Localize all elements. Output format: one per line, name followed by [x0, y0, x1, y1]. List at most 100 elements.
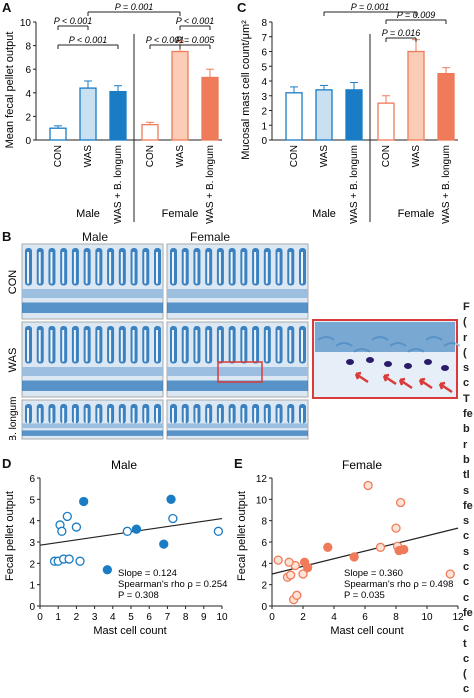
crypt-lumen [230, 408, 233, 425]
x-tick-label: 8 [183, 612, 189, 623]
crypt-lumen [289, 330, 292, 362]
muscularis-layer [22, 367, 163, 376]
mast-cell-arrow [438, 381, 453, 394]
crypt-lumen [50, 252, 53, 284]
y-tick-label: 10 [256, 495, 268, 506]
data-point-open [445, 569, 455, 579]
crypt-lumen [265, 408, 268, 425]
group-label: WAS + B. longum [441, 145, 452, 224]
bar [141, 124, 159, 141]
muscularis-layer [167, 423, 308, 429]
stat-label: Spearman's rho ρ = 0.254 [118, 579, 227, 590]
mast-cell [346, 359, 354, 365]
caption-fragment-char: ( [463, 316, 467, 329]
bar [345, 89, 363, 141]
y-axis-label: Mean fecal pellet output [4, 32, 16, 149]
data-point-filled [349, 552, 359, 562]
micrograph-tile [21, 399, 164, 440]
crypt-lumen [38, 408, 41, 425]
bar-chart-fecal-output: Mean fecal pellet output 0 2 4 6 8 10 CON WAS WA… [4, 2, 222, 224]
y-tick-label: 12 [256, 474, 268, 485]
row-label-was-blongum: WAS + B. longum [8, 397, 19, 440]
caption-fragment-char: r [463, 331, 468, 344]
x-tick-label: 0 [37, 612, 43, 623]
data-point-filled [303, 562, 313, 573]
x-tick-label: 7 [165, 612, 171, 623]
crypt-lumen [218, 252, 221, 284]
data-point-filled [323, 542, 333, 552]
y-tick-label: 0 [261, 602, 267, 613]
caption-fragment-char: c [463, 652, 470, 665]
crypt-lumen [38, 330, 41, 362]
stat-label: Slope = 0.124 [118, 568, 177, 579]
crypt-lumen [301, 330, 303, 362]
y-tick-label: 5 [261, 62, 267, 73]
x-tick-label: 10 [216, 612, 228, 623]
caption-fragment-char: c [463, 530, 470, 543]
data-point-open [57, 526, 67, 536]
crypt-lumen [301, 408, 303, 425]
y-tick-label: 8 [25, 42, 31, 53]
crypt-lumen [218, 408, 221, 425]
crypt-lumen [156, 330, 158, 362]
group-label: CON [289, 145, 300, 167]
crypt-lumen [242, 330, 245, 362]
y-tick-label: 10 [20, 18, 32, 29]
group-label: WAS [175, 145, 186, 168]
y-tick-label: 5 [29, 495, 35, 506]
crypt-lumen [172, 408, 174, 425]
crypt-lumen [109, 330, 112, 362]
bar [285, 92, 303, 141]
x-tick-label: 0 [269, 612, 275, 623]
crypt-lumen [97, 408, 100, 425]
row-label-con: CON [7, 270, 19, 295]
bar [315, 89, 333, 141]
muscle-layer [167, 430, 308, 436]
data-point-open [285, 570, 296, 580]
crypt-lumen [207, 252, 210, 284]
data-point-open [273, 555, 283, 565]
x-tick-label: 12 [452, 612, 464, 623]
data-point-open [213, 526, 224, 536]
bar-chart-mast-cell-count: Mucosal mast cell count/μm² 0 1 2 3 4 5 6 7 8 CON… [240, 2, 458, 224]
crypt-lumen [265, 252, 268, 284]
caption-fragment-char: tl [463, 469, 470, 482]
sex-label-female: Female [398, 208, 435, 220]
crypt-lumen [62, 252, 65, 284]
zoom-mucosa [315, 322, 455, 352]
crypt-lumen [207, 330, 210, 362]
p-value-label: P < 0.001 [69, 35, 107, 45]
sex-label-male: Male [76, 208, 100, 220]
x-tick-label: 10 [421, 612, 433, 623]
crypt-lumen [120, 252, 123, 284]
caption-fragment-char: c [463, 377, 470, 390]
p-value-label: P = 0.001 [351, 2, 389, 12]
caption-fragment-char: c [463, 591, 470, 604]
crypt-lumen [50, 330, 53, 362]
muscularis-layer [22, 423, 163, 429]
crypt-lumen [265, 330, 268, 362]
crypt-lumen [73, 330, 76, 362]
p-value-label: P < 0.001 [176, 16, 214, 26]
data-point-open [375, 542, 386, 552]
y-tick-label: 3 [261, 92, 267, 103]
data-point-open [363, 480, 373, 491]
caption-fragment-char: b [463, 423, 470, 436]
y-tick-label: 1 [261, 121, 267, 132]
bar [49, 127, 67, 141]
zoom-region-box [217, 361, 263, 383]
caption-fragment-char: b [463, 453, 470, 466]
crypt-lumen [218, 330, 221, 362]
caption-fragment-char: c [463, 561, 470, 574]
x-tick-label: 4 [110, 612, 116, 623]
data-point-open [298, 569, 308, 579]
histology-micrographs: CON WAS WAS + B. longum [7, 243, 460, 440]
x-tick-label: 2 [300, 612, 306, 623]
x-tick-label: 1 [55, 612, 61, 623]
mast-cell [366, 357, 374, 363]
crypt-lumen [38, 252, 41, 284]
group-label: CON [145, 145, 156, 167]
crypt-lumen [109, 252, 112, 284]
group-label: CON [381, 145, 392, 167]
crypt-lumen [132, 330, 135, 362]
